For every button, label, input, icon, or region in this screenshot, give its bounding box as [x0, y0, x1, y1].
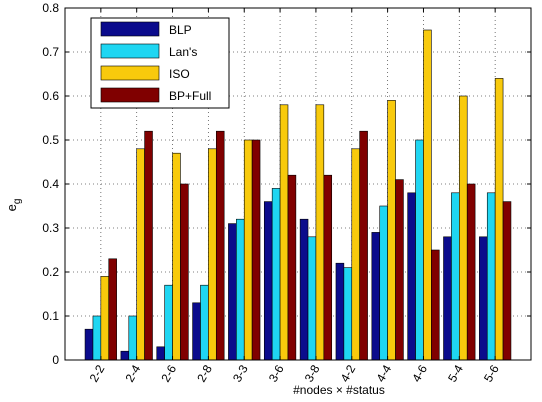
- axis-ticks: [65, 7, 531, 361]
- bars: [84, 29, 512, 361]
- y-tick-label: 0.3: [42, 221, 59, 235]
- bar-iso-4-6: [423, 29, 432, 361]
- bar-bp-full-4-6: [431, 249, 440, 361]
- bar-bp-full-3-8: [323, 174, 333, 361]
- bar-iso-3-8: [315, 104, 325, 361]
- bar-iso-2-2: [100, 276, 110, 361]
- legend-label: ISO: [169, 67, 190, 81]
- y-tick-label: 0.1: [42, 309, 59, 323]
- bar-lan-s-2-4: [128, 315, 137, 361]
- bar-bp-full-3-3: [251, 139, 261, 361]
- bar-bp-full-5-4: [466, 183, 476, 361]
- bar-bp-full-4-2: [359, 130, 368, 361]
- bar-bp-full-2-4: [144, 130, 153, 361]
- bar-lan-s-2-6: [164, 284, 173, 361]
- bar-iso-4-4: [387, 100, 396, 361]
- legend-swatch: [100, 21, 160, 37]
- bar-iso-2-8: [208, 148, 217, 361]
- legend-label: BP+Full: [169, 89, 211, 103]
- legend-label: Lan's: [169, 45, 197, 59]
- bar-bp-full-3-6: [287, 174, 297, 361]
- bar-blp-4-2: [335, 262, 345, 361]
- bar-iso-4-2: [351, 148, 360, 361]
- bar-lan-s-5-6: [486, 192, 496, 361]
- bar-bp-full-2-2: [108, 258, 117, 361]
- bar-blp-4-6: [407, 192, 416, 361]
- y-axis-label: eg: [4, 199, 23, 212]
- bar-lan-s-4-2: [343, 267, 353, 361]
- bar-lan-s-5-4: [451, 192, 460, 361]
- bar-bp-full-2-8: [215, 130, 225, 361]
- bar-iso-3-3: [243, 139, 253, 361]
- y-tick-label: 0.5: [42, 133, 59, 147]
- bar-lan-s-2-8: [200, 284, 209, 361]
- bar-lan-s-4-4: [379, 205, 388, 361]
- bar-bp-full-5-6: [502, 201, 512, 361]
- bar-iso-3-6: [279, 104, 289, 361]
- bar-iso-5-4: [459, 95, 468, 361]
- bar-blp-5-6: [479, 236, 488, 361]
- bar-blp-2-8: [192, 302, 201, 361]
- y-tick-label: 0.4: [42, 177, 59, 191]
- bar-blp-2-4: [120, 350, 130, 361]
- y-tick-label: 0.7: [42, 45, 59, 59]
- axis-tick-labels: 00.10.20.30.40.50.60.70.82-2 2-4 2-6 2-8 3-3…: [42, 1, 502, 385]
- y-tick-label: 0: [52, 353, 59, 367]
- legend-label: BLP: [169, 23, 192, 37]
- bar-bp-full-4-4: [395, 179, 404, 361]
- bar-iso-5-6: [494, 78, 504, 361]
- bar-iso-2-6: [172, 152, 181, 361]
- bar-bp-full-2-6: [180, 183, 189, 361]
- bar-blp-4-4: [371, 232, 381, 361]
- bar-lan-s-3-3: [236, 218, 245, 361]
- y-axis-label-subscript: g: [12, 199, 23, 205]
- bar-blp-2-6: [156, 346, 165, 361]
- bar-iso-2-4: [136, 148, 145, 361]
- bar-blp-3-3: [228, 223, 237, 361]
- legend-swatch: [100, 87, 160, 103]
- bar-blp-3-6: [263, 201, 273, 361]
- bar-lan-s-3-6: [271, 188, 281, 361]
- y-axis-label-main: e: [4, 204, 19, 211]
- x-axis-label: #nodes × #status: [293, 383, 385, 397]
- bar-lan-s-3-8: [307, 236, 317, 361]
- legend-swatch: [100, 65, 160, 81]
- bar-blp-2-2: [84, 328, 94, 361]
- y-tick-label: 0.8: [42, 1, 59, 15]
- legend: BLP Lan's ISO BP+Full: [90, 17, 230, 109]
- bar-blp-5-4: [443, 236, 452, 361]
- bar-lan-s-2-2: [92, 315, 102, 361]
- bar-lan-s-4-6: [415, 139, 424, 361]
- bar-blp-3-8: [299, 218, 309, 361]
- y-tick-label: 0.6: [42, 89, 59, 103]
- legend-swatch: [100, 43, 160, 59]
- y-tick-label: 0.2: [42, 265, 59, 279]
